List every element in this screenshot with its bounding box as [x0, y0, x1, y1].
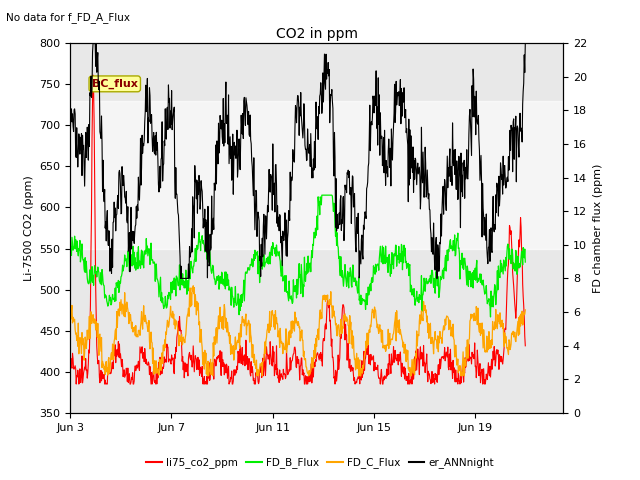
Text: BC_flux: BC_flux [92, 79, 138, 89]
Legend: li75_co2_ppm, FD_B_Flux, FD_C_Flux, er_ANNnight: li75_co2_ppm, FD_B_Flux, FD_C_Flux, er_A… [141, 453, 499, 472]
Y-axis label: Li-7500 CO2 (ppm): Li-7500 CO2 (ppm) [24, 175, 34, 281]
Y-axis label: FD chamber flux (ppm): FD chamber flux (ppm) [593, 163, 603, 293]
Text: No data for f_FD_A_Flux: No data for f_FD_A_Flux [6, 12, 131, 23]
Title: CO2 in ppm: CO2 in ppm [276, 27, 358, 41]
Bar [70, 101, 563, 249]
